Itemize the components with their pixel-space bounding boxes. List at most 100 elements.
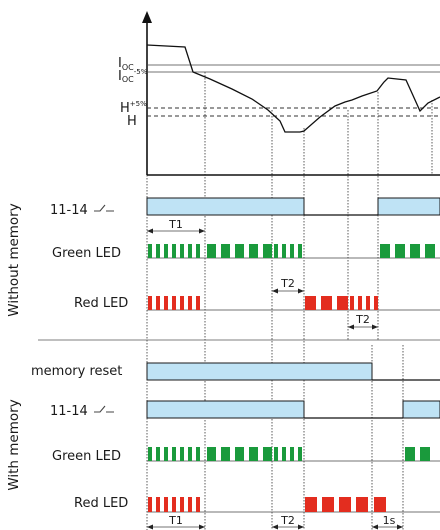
t1-label: T1	[168, 218, 183, 231]
t2-label: T2	[355, 313, 370, 326]
led-pulse	[156, 447, 160, 461]
led-pulse	[148, 296, 152, 310]
led-pulse	[172, 497, 176, 512]
memory-reset-label: memory reset	[31, 364, 122, 379]
led-pulse	[405, 447, 415, 461]
relay-on-bar	[146, 197, 305, 216]
green-led-row-without-memory: Green LED	[52, 244, 440, 261]
led-pulse	[274, 244, 278, 258]
led-pulse	[221, 244, 230, 258]
led-pulse	[298, 244, 302, 258]
led-pulse	[164, 244, 168, 258]
led-pulse	[305, 497, 317, 512]
led-pulse	[263, 447, 272, 461]
red-led-pulses	[148, 296, 378, 310]
led-pulse	[207, 244, 216, 258]
led-pulse	[321, 296, 332, 310]
led-pulse	[249, 244, 258, 258]
t2-marker-a: T2	[272, 277, 304, 294]
red-led-label: Red LED	[74, 496, 128, 511]
led-pulse	[380, 244, 390, 258]
led-pulse	[298, 447, 302, 461]
led-pulse	[339, 497, 351, 512]
current-chart: IOC IOC-5% H+5% H	[118, 11, 440, 176]
led-pulse	[156, 497, 160, 512]
one-second-label: 1s	[383, 514, 396, 527]
led-pulse	[249, 447, 258, 461]
led-pulse	[196, 447, 200, 461]
led-pulse	[156, 244, 160, 258]
green-led-pulses	[148, 244, 435, 258]
relay-on-bar	[146, 400, 305, 419]
led-pulse	[188, 497, 192, 512]
led-pulse	[420, 447, 430, 461]
led-pulse	[180, 447, 184, 461]
t2-label: T2	[280, 277, 295, 290]
relay-on-bar	[377, 197, 440, 216]
bottom-timers: T1 T2 1s	[147, 514, 403, 530]
led-pulse	[196, 296, 200, 310]
h5-label: H+5%	[120, 100, 147, 116]
led-pulse	[410, 244, 420, 258]
led-pulse	[395, 244, 405, 258]
memory-reset-row: memory reset	[31, 362, 440, 381]
relay-contact-icon	[94, 405, 114, 413]
led-pulse	[196, 497, 200, 512]
led-pulse	[156, 296, 160, 310]
time-markers	[146, 40, 433, 530]
with-memory-label: With memory	[6, 399, 22, 490]
led-pulse	[425, 244, 435, 258]
relay-contact-icon	[94, 204, 114, 212]
axis-arrow-icon	[142, 11, 152, 23]
led-pulse	[374, 497, 386, 512]
current-curve	[146, 44, 440, 133]
led-pulse	[164, 296, 168, 310]
led-pulse	[180, 244, 184, 258]
red-led-label: Red LED	[74, 296, 128, 311]
led-pulse	[148, 447, 152, 461]
led-pulse	[350, 296, 354, 310]
led-pulse	[356, 497, 368, 512]
t2-marker-b: T2	[348, 313, 378, 330]
led-pulse	[263, 244, 272, 258]
relay-row-without-memory: 11-14 T1	[50, 197, 440, 234]
led-pulse	[322, 497, 334, 512]
led-pulse	[374, 296, 378, 310]
green-led-row-with-memory: Green LED	[52, 447, 440, 464]
ioc-label: IOC	[118, 56, 134, 72]
led-pulse	[172, 296, 176, 310]
relay-label: 11-14	[50, 404, 88, 419]
led-pulse	[290, 447, 294, 461]
led-pulse	[196, 244, 200, 258]
led-pulse	[282, 447, 286, 461]
led-pulse	[188, 244, 192, 258]
led-pulse	[235, 244, 244, 258]
led-pulse	[188, 296, 192, 310]
memory-reset-bar	[146, 362, 373, 381]
led-pulse	[172, 447, 176, 461]
t1-label: T1	[168, 514, 183, 527]
t2-label: T2	[280, 514, 295, 527]
led-pulse	[305, 296, 316, 310]
led-pulse	[180, 296, 184, 310]
led-pulse	[358, 296, 362, 310]
green-led-pulses	[148, 447, 430, 461]
red-led-pulses	[148, 497, 386, 512]
ioc5-label: IOC-5%	[118, 68, 148, 84]
green-led-label: Green LED	[52, 449, 121, 464]
green-led-label: Green LED	[52, 246, 121, 261]
led-pulse	[282, 244, 286, 258]
led-pulse	[235, 447, 244, 461]
led-pulse	[164, 497, 168, 512]
led-pulse	[337, 296, 348, 310]
led-pulse	[221, 447, 230, 461]
led-pulse	[366, 296, 370, 310]
relay-row-with-memory: 11-14	[50, 400, 440, 419]
led-pulse	[148, 497, 152, 512]
red-led-row-without-memory: Red LED	[74, 296, 440, 311]
relay-on-bar	[402, 400, 440, 419]
h-label: H	[127, 114, 137, 129]
led-pulse	[290, 244, 294, 258]
led-pulse	[274, 447, 278, 461]
led-pulse	[164, 447, 168, 461]
